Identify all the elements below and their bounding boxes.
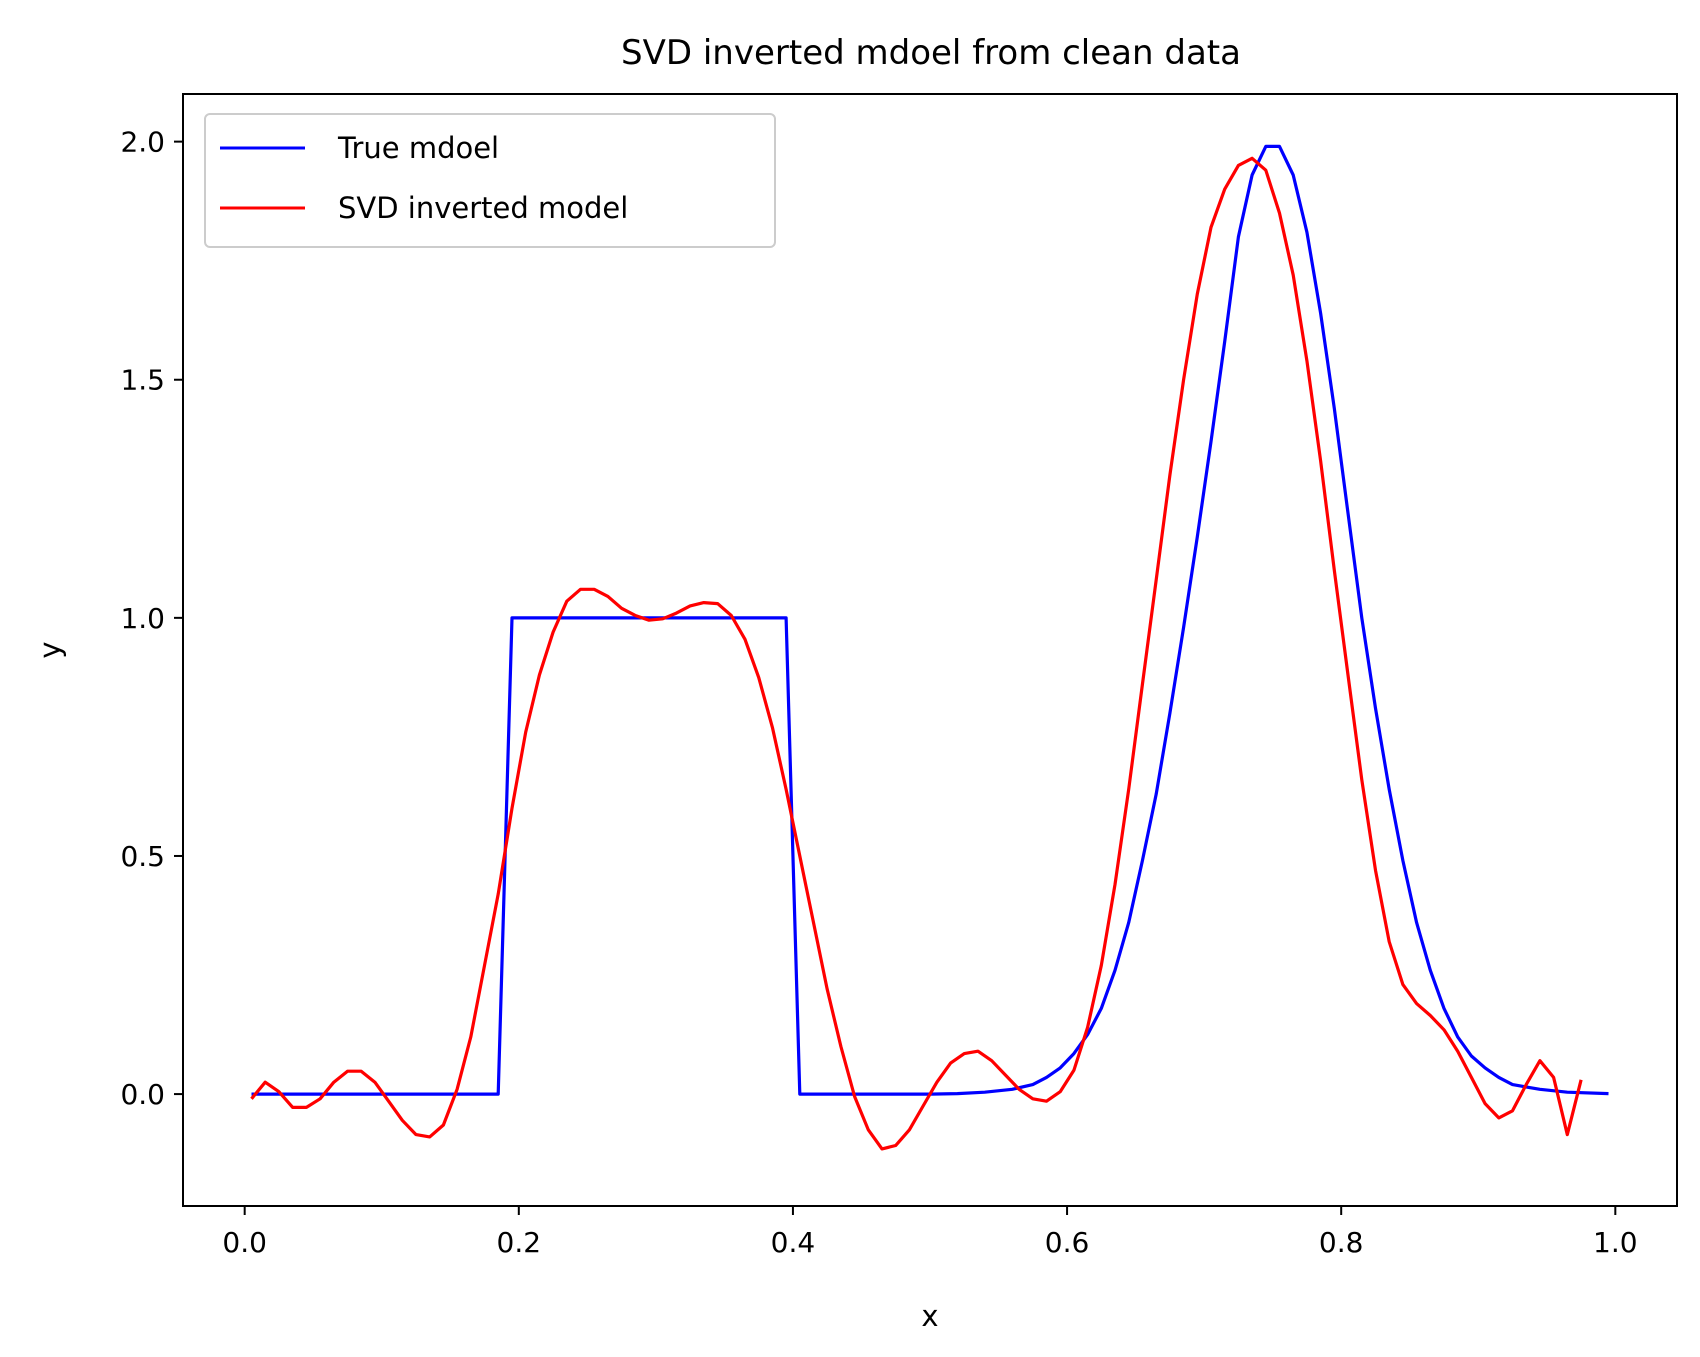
y-axis-label: y — [33, 641, 67, 658]
series-line-true-model — [251, 144, 1609, 1096]
series-line-svd-model — [250, 156, 1583, 1151]
x-axis-ticks: 0.0 0.2 0.4 0.6 0.8 1.0 — [222, 1206, 1638, 1259]
x-axis-label: x — [921, 1299, 938, 1333]
series-layer — [250, 144, 1609, 1151]
y-tick-label: 1.0 — [120, 602, 165, 635]
y-tick-label: 0.0 — [120, 1078, 165, 1111]
legend-box — [204, 113, 776, 248]
x-tick-label: 0.6 — [1045, 1226, 1090, 1259]
chart-title: SVD inverted mdoel from clean data — [621, 33, 1241, 73]
x-tick-label: 1.0 — [1593, 1226, 1638, 1259]
legend-label-true-model: True mdoel — [337, 131, 499, 165]
y-tick-label: 0.5 — [120, 840, 165, 873]
y-tick-label: 1.5 — [120, 364, 165, 397]
x-tick-label: 0.8 — [1319, 1226, 1364, 1259]
y-axis-ticks: 0.0 0.5 1.0 1.5 2.0 — [120, 126, 183, 1111]
legend: True mdoel SVD inverted model — [204, 113, 776, 248]
x-tick-label: 0.4 — [771, 1226, 816, 1259]
x-tick-label: 0.0 — [222, 1226, 267, 1259]
plot-frame — [182, 93, 1678, 1207]
x-tick-label: 0.2 — [497, 1226, 542, 1259]
legend-label-svd-model: SVD inverted model — [338, 191, 628, 225]
y-tick-label: 2.0 — [120, 126, 165, 159]
